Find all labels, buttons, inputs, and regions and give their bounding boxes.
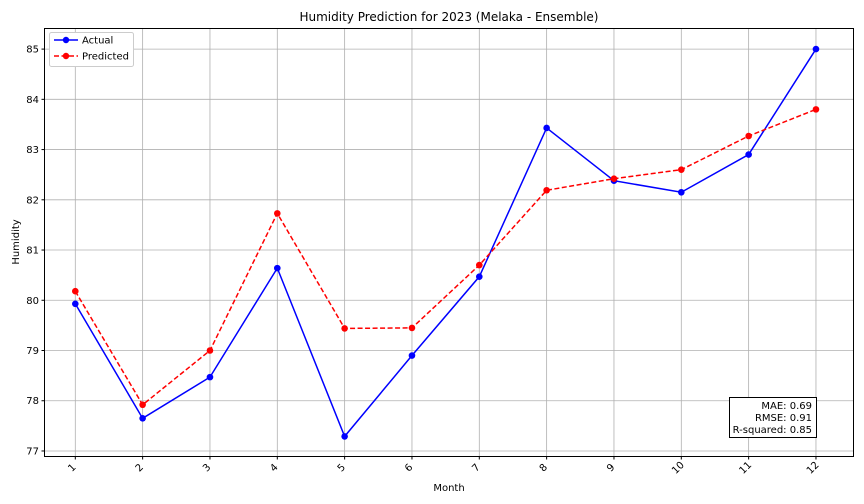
legend-marker-predicted [62, 52, 70, 60]
data-point-predicted [139, 401, 146, 409]
data-point-predicted [678, 166, 685, 173]
metrics-box: MAE: 0.69 RMSE: 0.91 R-squared: 0.85 [729, 397, 817, 438]
data-point-actual [812, 45, 820, 53]
data-point-actual [745, 151, 752, 158]
data-point-actual [678, 188, 685, 196]
grid [45, 29, 853, 456]
legend-box [49, 32, 134, 67]
series-line-predicted [74, 108, 817, 406]
y-tick-label: 81 [26, 246, 39, 257]
plot-frame [44, 28, 854, 457]
data-point-actual [543, 124, 550, 132]
y-tick-label: 77 [26, 446, 39, 457]
data-point-predicted [341, 325, 348, 332]
data-point-predicted [610, 175, 618, 183]
metric-r-squared: R-squared: 0.85 [733, 425, 812, 436]
data-point-actual [206, 373, 214, 381]
y-tick-label: 80 [26, 296, 39, 307]
data-point-predicted [274, 210, 281, 217]
y-tick-label: 85 [26, 45, 39, 56]
legend: Actual Predicted [49, 32, 134, 67]
series-line-actual [74, 48, 817, 438]
data-point-actual [476, 273, 483, 280]
metrics-box-frame [729, 397, 817, 438]
data-point-predicted [72, 287, 79, 295]
y-tick-label: 78 [26, 396, 39, 407]
y-tick-label: 84 [26, 95, 39, 106]
y-axis-label: Humidity [11, 219, 22, 264]
data-point-actual [341, 433, 348, 440]
data-point-predicted [206, 347, 214, 354]
data-point-actual [274, 264, 281, 272]
chart-title: Humidity Prediction for 2023 (Melaka - E… [299, 10, 598, 24]
y-tick-label: 83 [26, 145, 39, 156]
data-point-predicted [408, 324, 416, 332]
legend-label-predicted: Predicted [82, 52, 129, 63]
data-point-actual [72, 300, 79, 308]
data-point-predicted [745, 132, 752, 140]
data-point-predicted [543, 186, 550, 194]
y-tick-label: 79 [26, 346, 39, 357]
metric-mae: MAE: 0.69 [761, 401, 812, 412]
metric-rmse: RMSE: 0.91 [755, 413, 812, 424]
series-layer [72, 45, 820, 440]
x-axis-label: Month [433, 483, 464, 494]
legend-label-actual: Actual [82, 36, 113, 47]
data-point-predicted [812, 106, 820, 113]
data-point-actual [408, 352, 416, 359]
y-tick-label: 82 [26, 195, 39, 206]
data-point-actual [139, 415, 146, 422]
legend-marker-actual [62, 36, 70, 44]
data-point-predicted [476, 261, 483, 269]
